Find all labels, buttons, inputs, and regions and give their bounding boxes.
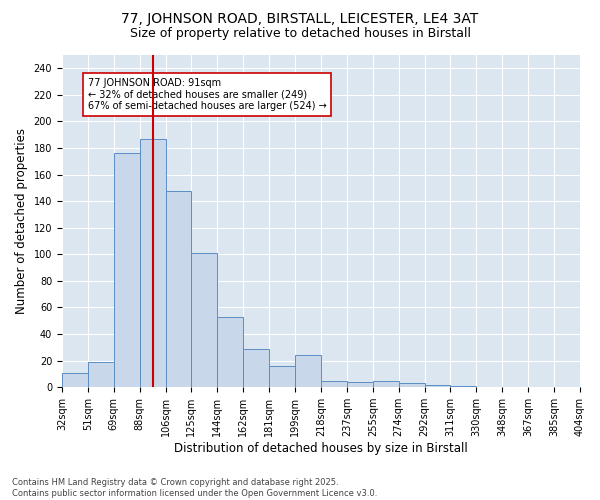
Bar <box>88 362 114 387</box>
Bar <box>217 317 243 387</box>
Text: Contains HM Land Registry data © Crown copyright and database right 2025.
Contai: Contains HM Land Registry data © Crown c… <box>12 478 377 498</box>
Bar <box>373 380 398 387</box>
Y-axis label: Number of detached properties: Number of detached properties <box>15 128 28 314</box>
Bar <box>398 383 425 387</box>
Bar <box>295 356 321 387</box>
Bar <box>321 380 347 387</box>
Text: Size of property relative to detached houses in Birstall: Size of property relative to detached ho… <box>130 28 470 40</box>
Bar <box>140 138 166 387</box>
Bar <box>62 372 88 387</box>
Bar <box>166 190 191 387</box>
Text: 77 JOHNSON ROAD: 91sqm
← 32% of detached houses are smaller (249)
67% of semi-de: 77 JOHNSON ROAD: 91sqm ← 32% of detached… <box>88 78 326 112</box>
Bar <box>191 253 217 387</box>
Bar <box>269 366 295 387</box>
Bar <box>114 154 140 387</box>
Bar <box>347 382 373 387</box>
Bar <box>425 384 451 387</box>
Bar <box>451 386 476 387</box>
Bar <box>243 348 269 387</box>
X-axis label: Distribution of detached houses by size in Birstall: Distribution of detached houses by size … <box>174 442 468 455</box>
Text: 77, JOHNSON ROAD, BIRSTALL, LEICESTER, LE4 3AT: 77, JOHNSON ROAD, BIRSTALL, LEICESTER, L… <box>121 12 479 26</box>
